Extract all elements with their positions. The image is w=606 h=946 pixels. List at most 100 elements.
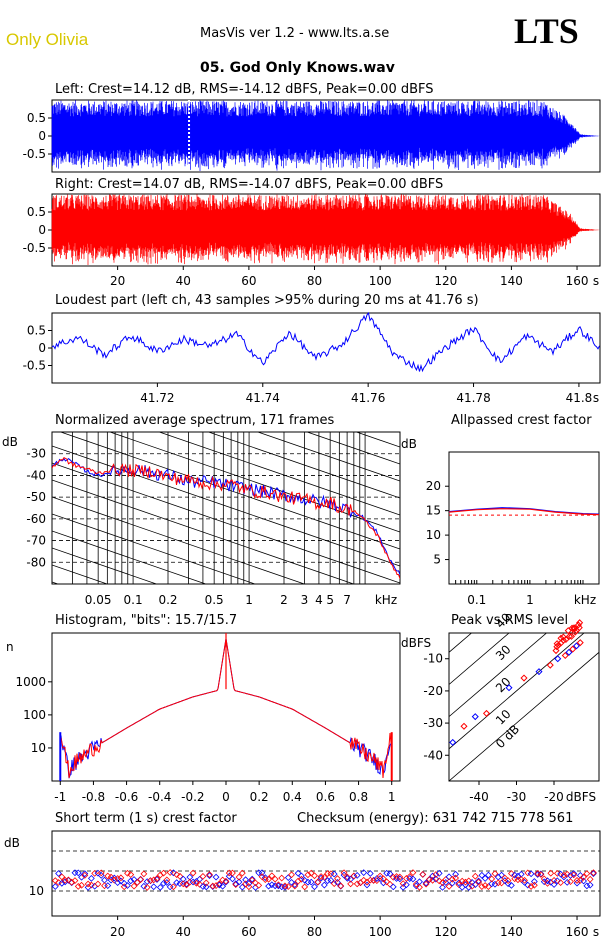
short-crest-point: [544, 879, 551, 887]
short-crest-xtick-label: 140: [500, 925, 523, 939]
loudest-xtick-label: 41.8: [566, 391, 593, 405]
short-crest-point: [311, 883, 318, 891]
short-crest-point: [347, 875, 355, 883]
spectrum-slope-line: [158, 432, 400, 516]
spectrum-xunit: kHz: [375, 593, 397, 607]
peak-rms-crest-label: 40: [493, 610, 514, 631]
peak-rms-xunit: dBFS: [566, 790, 596, 804]
short-crest-point: [399, 880, 407, 888]
short-crest-point: [475, 877, 482, 885]
spectrum-slope-line: [256, 432, 400, 482]
short-crest-point: [74, 869, 82, 877]
loudest-frame: [51, 312, 601, 384]
spectrum-xtick-label: 3: [301, 593, 309, 607]
right_wave-xunit: s: [593, 274, 599, 288]
peak-rms-point: [570, 625, 578, 633]
spectrum-slope-line: [59, 432, 400, 550]
short-crest-point: [475, 878, 482, 886]
short-crest-point: [422, 880, 430, 888]
short-crest-xtick-label: 40: [176, 925, 191, 939]
right_wave-xtick-label: 160: [566, 274, 589, 288]
peak-rms-point: [460, 722, 468, 730]
histogram-ytick-label: 1000: [15, 675, 46, 689]
app-title: MasVis ver 1.2 - www.lts.a.se: [200, 26, 390, 41]
histogram-xtick-label: 0.6: [316, 790, 335, 804]
histogram-xtick-label: -0.8: [82, 790, 105, 804]
right_wave-ytick-label: -0.5: [23, 241, 46, 255]
short-crest-point: [409, 875, 417, 883]
peak-rms-point: [572, 642, 581, 650]
short-crest-point: [94, 880, 102, 888]
short-crest-xtick-label: 20: [110, 925, 125, 939]
short-crest-point: [508, 881, 515, 889]
loudest-xtick-label: 41.76: [351, 391, 385, 405]
spectrum-ytick-label: -40: [26, 468, 46, 482]
spectrum-slope-line: [52, 445, 400, 567]
short-crest-point: [353, 880, 361, 888]
short-crest-point: [186, 873, 194, 881]
peak-rms-point: [565, 648, 573, 656]
short-crest-point: [114, 879, 122, 887]
loudest-xtick-label: 41.72: [140, 391, 174, 405]
spectrum-xtick-label: 0.5: [205, 593, 224, 607]
histogram-ytick-label: 100: [23, 708, 46, 722]
short-crest-point: [481, 882, 489, 889]
allpass-xtick-label: 1: [526, 593, 534, 607]
short-crest-point: [586, 875, 594, 883]
short-crest-point: [58, 879, 66, 887]
short-crest-point: [320, 881, 328, 889]
peak-rms-xtick-label: -30: [507, 790, 527, 804]
short-crest-point: [465, 877, 473, 885]
loudest-xtick-label: 41.78: [456, 391, 490, 405]
short-crest-point: [229, 875, 236, 883]
short-crest-point: [429, 876, 437, 884]
peak-rms-point: [569, 645, 577, 653]
short-crest-point: [206, 872, 213, 880]
short-crest-point: [547, 869, 555, 877]
short-crest-point: [439, 883, 446, 891]
peak-rms-crest-line: [449, 633, 548, 718]
spectrum-ytick-label: -60: [26, 512, 46, 526]
peak-rms-crest-label: 20: [493, 675, 514, 696]
short-crest-point: [170, 883, 177, 891]
spectrum-slope-line: [52, 513, 257, 584]
short-crest-point: [527, 870, 535, 878]
short-crest-point: [153, 875, 161, 882]
peak-rms-ytick-label: -30: [423, 716, 443, 730]
loudest-xunit: s: [593, 391, 599, 405]
short-crest-point: [137, 876, 144, 884]
short-crest-point: [553, 877, 561, 885]
peak-rms-title: Peak vs RMS level: [451, 613, 569, 628]
loudest-series: [51, 311, 600, 373]
short-crest-point: [334, 875, 341, 882]
histogram-ytick-label: 10: [31, 741, 46, 755]
short-crest-point: [71, 877, 79, 885]
peak-rms-point: [575, 624, 583, 632]
file-name: 05. God Only Knows.wav: [200, 60, 395, 76]
peak-rms-point: [552, 647, 560, 655]
short-crest-point: [127, 877, 135, 885]
short-crest-point: [462, 878, 469, 886]
right_wave-ytick-label: 0.5: [27, 205, 46, 219]
short-crest-point: [206, 871, 213, 879]
left_wave-ytick-label: 0: [38, 129, 46, 143]
short-crest-point: [550, 881, 558, 888]
spectrum-xtick-label: 4: [315, 593, 323, 607]
short-crest-point: [452, 870, 460, 878]
peak-rms-point: [574, 621, 582, 629]
short-crest-point: [419, 871, 427, 878]
short-crest-point: [291, 881, 299, 888]
spectrum-ytick-label: -50: [26, 490, 46, 504]
spectrum-slope-line: [207, 432, 400, 499]
short-crest-point: [491, 880, 499, 888]
allpass-xunit: kHz: [574, 593, 596, 607]
short-crest-point: [212, 873, 220, 881]
short-crest-point: [268, 872, 276, 880]
short-crest-point: [278, 874, 286, 882]
spectrum-ytick-label: -30: [26, 447, 46, 461]
short-crest-point: [248, 875, 256, 883]
peak-rms-ytick-label: -40: [423, 748, 443, 762]
short-crest-point: [235, 878, 243, 886]
short-crest-point: [448, 875, 456, 883]
short-crest-point: [557, 879, 565, 887]
